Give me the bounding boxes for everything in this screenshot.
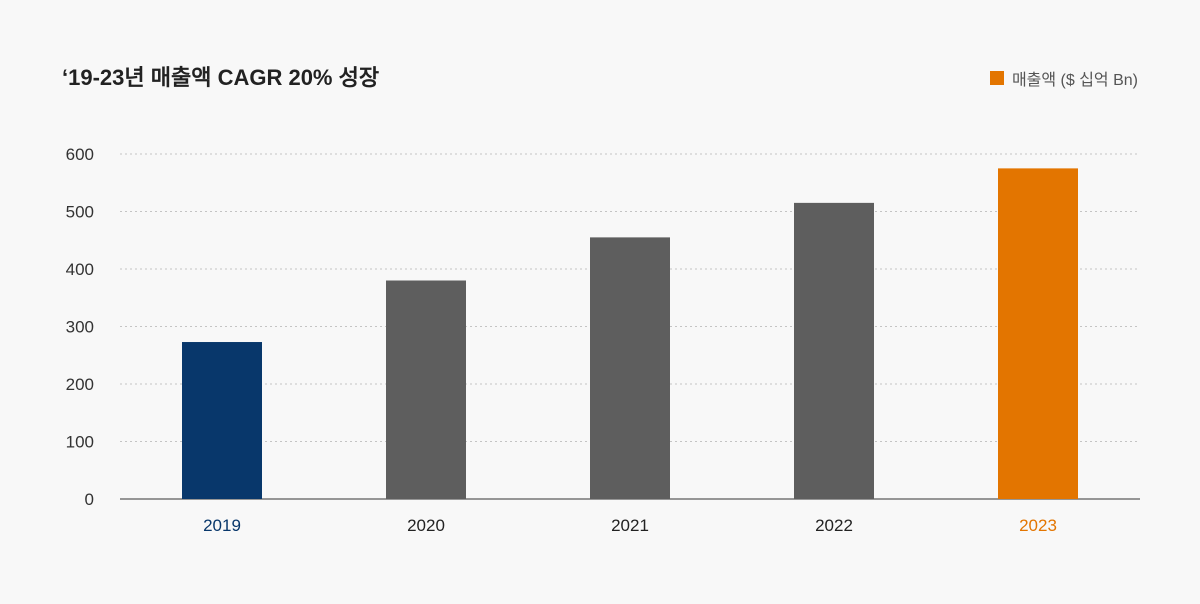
x-tick-label: 2020 <box>407 516 445 535</box>
x-tick-label: 2023 <box>1019 516 1057 535</box>
legend: 매출액 ($ 십억 Bn) <box>989 66 1138 90</box>
bar-2023 <box>998 168 1078 499</box>
bar-2022 <box>794 202 874 499</box>
bar-2021 <box>590 237 670 499</box>
bars <box>182 168 1078 499</box>
legend-label: 매출액 ($ 십억 Bn) <box>1011 72 1138 89</box>
y-tick-label: 500 <box>66 203 94 222</box>
y-tick-label: 400 <box>66 260 94 279</box>
y-tick-label: 300 <box>66 318 94 337</box>
bar-2019 <box>182 342 262 499</box>
x-tick-label: 2019 <box>203 516 241 535</box>
x-tick-label: 2022 <box>815 516 853 535</box>
y-tick-label: 100 <box>66 433 94 452</box>
bar-2020 <box>386 280 466 499</box>
y-tick-label: 600 <box>66 145 94 164</box>
x-axis-ticks: 2019 2020 2021 2022 2023 <box>203 516 1057 535</box>
legend-swatch <box>989 71 1004 85</box>
chart-title: ‘19-23년 매출액 CAGR 20% 성장 <box>62 65 380 90</box>
y-tick-label: 200 <box>66 375 94 394</box>
y-axis-ticks: 0 100 200 300 400 500 600 <box>66 145 94 509</box>
x-tick-label: 2021 <box>611 516 649 535</box>
y-tick-label: 0 <box>85 490 94 509</box>
